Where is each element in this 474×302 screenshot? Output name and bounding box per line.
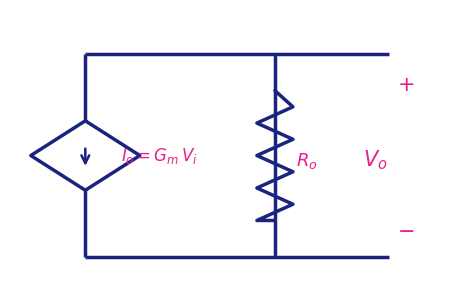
Text: $+$: $+$ xyxy=(397,75,414,95)
Text: $R_o$: $R_o$ xyxy=(296,151,318,171)
Text: $I_o = G_m\,V_i$: $I_o = G_m\,V_i$ xyxy=(121,146,198,165)
Text: $V_o$: $V_o$ xyxy=(363,149,387,172)
Text: $-$: $-$ xyxy=(397,220,414,239)
